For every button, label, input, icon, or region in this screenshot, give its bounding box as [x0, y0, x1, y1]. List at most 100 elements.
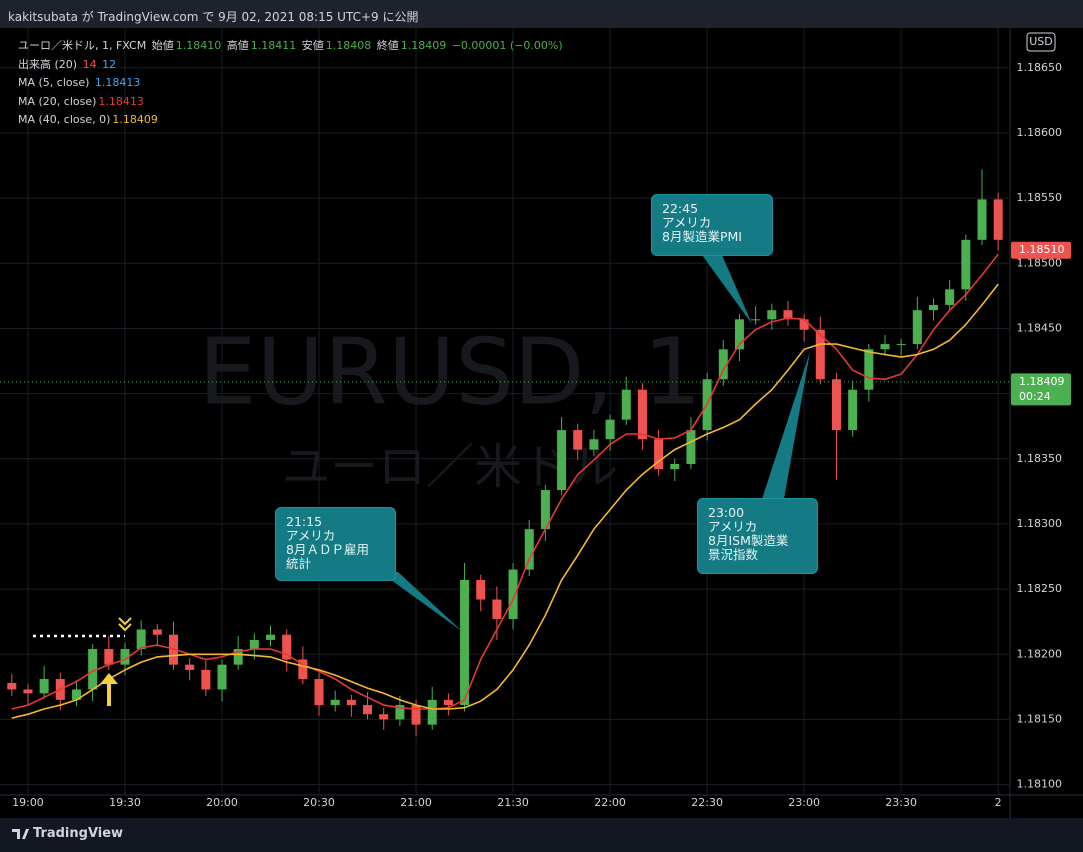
candle-body	[961, 239, 971, 290]
callout-line: 23:00	[708, 505, 745, 520]
price-badge	[1011, 373, 1071, 406]
ma-legend: MA (20, close) 1.18413 MA (40, close, 0) 1.…	[18, 93, 565, 130]
series-name: MA (20, close)	[18, 94, 97, 108]
callout-line: アメリカ	[662, 215, 712, 230]
ohlc-value: 1.18409	[400, 39, 447, 52]
x-tick-label: 2	[995, 796, 1002, 809]
y-tick-label: 1.18100	[1017, 778, 1063, 791]
y-tick-label: 1.18350	[1017, 452, 1063, 465]
callout-pointer	[762, 352, 810, 499]
candle-body	[136, 629, 146, 650]
candle-body	[71, 689, 81, 700]
candle-body	[686, 430, 696, 464]
candle-body	[573, 430, 583, 450]
candle-body	[751, 319, 761, 321]
candle-body	[831, 379, 841, 431]
y-tick-label: 1.18450	[1017, 321, 1063, 334]
callout-line: 8月製造業PMI	[662, 229, 742, 244]
x-tick-label: 19:00	[12, 796, 44, 809]
candle-body	[508, 569, 518, 620]
ohlc-value: 1.18410	[175, 39, 222, 52]
price-badge	[1011, 241, 1071, 259]
candle-body	[621, 389, 631, 420]
indicator-name: 出来高 (20)	[18, 57, 78, 71]
candle-body	[912, 310, 922, 345]
callout: 22:45 アメリカ 8月製造業PMI	[651, 194, 773, 256]
candle-body	[249, 639, 259, 650]
candle-body	[993, 199, 1003, 240]
candle-body	[718, 349, 728, 380]
change: −0.00001 (−0.00%)	[451, 39, 563, 52]
symbol: ユーロ／米ドル, 1, FXCM	[18, 39, 147, 52]
callout-line: アメリカ	[286, 528, 336, 543]
footer-bar	[0, 818, 1083, 852]
candle-body	[476, 579, 486, 600]
x-tick-label: 19:30	[109, 796, 141, 809]
legend: ユーロ／米ドル, 1, FXCM 始値 1.18410 高値 1.18411 安値 1…	[18, 37, 565, 130]
ma-line	[11, 253, 999, 710]
candle-body	[605, 419, 615, 440]
candle-body	[799, 319, 809, 330]
callout-line: 8月ＡＤＰ雇用	[286, 542, 369, 557]
candle-body	[815, 329, 825, 380]
callout-line: 22:45	[662, 201, 699, 216]
candle-body	[945, 289, 955, 305]
indicator-name: MA (5, close)	[18, 76, 90, 89]
legend-row: MA (40, close, 0) 1.18409	[18, 111, 565, 130]
candle-body	[783, 310, 793, 320]
candle-body	[152, 629, 162, 635]
candle-body	[734, 319, 744, 350]
x-tick-label: 22:30	[691, 796, 723, 809]
candle-body	[460, 579, 470, 706]
ohlc-label: 終値	[376, 39, 399, 52]
candle-body	[7, 682, 17, 690]
callout-line: 景況指数	[708, 547, 759, 562]
x-tick-label: 20:00	[206, 796, 238, 809]
x-tick-label: 21:00	[400, 796, 432, 809]
candle-body	[654, 439, 664, 470]
candle-body	[314, 679, 324, 706]
candle-body	[670, 463, 680, 470]
y-tick-label: 1.18600	[1017, 126, 1063, 139]
y-tick-label: 1.18250	[1017, 582, 1063, 595]
y-tick-label: 1.18550	[1017, 191, 1063, 204]
ohlc-label: 安値	[301, 39, 324, 52]
y-tick-label: 1.18300	[1017, 517, 1063, 530]
footer: TradingView	[33, 826, 124, 841]
callout-line: 8月ISM製造業	[708, 533, 789, 548]
candle-body	[23, 689, 33, 694]
candle-body	[492, 599, 502, 620]
candle-body	[379, 714, 389, 720]
candle-body	[298, 659, 308, 680]
ohlc-label: 高値	[226, 39, 249, 52]
y-tick-label: 1.18200	[1017, 647, 1063, 660]
arrow-head	[100, 673, 118, 684]
x-tick-label: 23:00	[788, 796, 820, 809]
candle-body	[427, 699, 437, 725]
series-value: 1.18409	[112, 113, 158, 126]
x-tick-label: 20:30	[303, 796, 335, 809]
series-name: MA (40, close, 0)	[18, 113, 111, 126]
ohlc-value: 1.18408	[325, 39, 372, 52]
candle-body	[524, 529, 534, 570]
candle-body	[363, 705, 373, 715]
callout-line: アメリカ	[708, 519, 758, 534]
currency-box[interactable]	[1026, 32, 1056, 52]
candle-body	[864, 349, 874, 390]
candle-body	[330, 699, 340, 706]
candle-body	[767, 310, 777, 320]
candle-body	[104, 649, 114, 665]
marks	[0, 28, 1010, 795]
header-bar	[0, 0, 1083, 28]
candle-body	[120, 649, 130, 665]
candle-body	[88, 649, 98, 690]
indicator-value: 12	[102, 57, 117, 71]
x-tick-label: 23:30	[885, 796, 917, 809]
currency[interactable]: USD	[1029, 35, 1053, 48]
candle-body	[201, 669, 211, 690]
callout: 21:15 アメリカ 8月ＡＤＰ雇用 統計	[275, 507, 396, 581]
header: kakitsubata が TradingView.com で 9月 02, 2…	[8, 10, 419, 24]
candle-body	[39, 679, 49, 694]
